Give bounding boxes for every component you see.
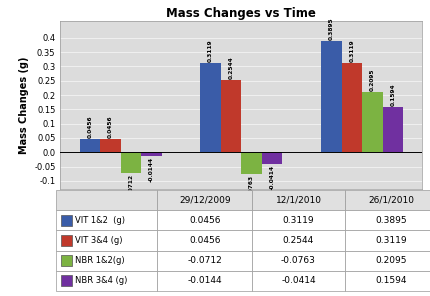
Bar [157,271,252,291]
Text: 0.1594: 0.1594 [375,276,406,285]
Text: -0.0414: -0.0414 [269,165,274,190]
Bar [157,230,252,250]
Bar [320,41,341,152]
Text: 0.2095: 0.2095 [369,69,374,91]
Text: 0.2095: 0.2095 [375,256,406,265]
Bar [344,271,430,291]
Bar [120,152,141,173]
Bar [344,210,430,230]
Text: 0.3119: 0.3119 [282,216,313,225]
Bar [241,152,261,174]
Text: 0.0456: 0.0456 [188,236,220,245]
Text: 29/12/2009: 29/12/2009 [178,195,230,205]
Text: 0.2544: 0.2544 [282,236,313,245]
Text: -0.0414: -0.0414 [280,276,315,285]
Text: 0.2544: 0.2544 [228,56,233,79]
Bar [61,215,72,226]
Text: 0.3119: 0.3119 [348,40,353,62]
Bar [56,250,157,271]
Bar [252,250,344,271]
Bar [56,230,157,250]
Bar [252,271,344,291]
Text: 0.3895: 0.3895 [375,216,406,225]
Bar [344,250,430,271]
Bar [61,235,72,246]
Text: 0.1594: 0.1594 [390,83,394,106]
Bar [344,190,430,210]
Bar [341,63,361,152]
Text: -0.0763: -0.0763 [280,256,315,265]
Bar [252,210,344,230]
Text: 0.3895: 0.3895 [328,17,333,40]
Bar [157,210,252,230]
Bar [157,250,252,271]
Bar [361,92,382,152]
Text: 0.0456: 0.0456 [108,116,113,138]
Bar [100,139,120,152]
Text: NBR 1&2(g): NBR 1&2(g) [75,256,125,265]
Bar [382,107,402,152]
Bar [200,63,220,152]
Bar [220,80,241,152]
Text: 0.3119: 0.3119 [375,236,406,245]
Bar [61,276,72,287]
Text: -0.0712: -0.0712 [128,173,133,199]
Text: -0.0144: -0.0144 [187,276,221,285]
Y-axis label: Mass Changes (g): Mass Changes (g) [18,56,28,154]
Text: 0.0456: 0.0456 [87,116,92,138]
Bar [157,190,252,210]
Text: 12/1/2010: 12/1/2010 [275,195,321,205]
Text: VIT 1&2  (g): VIT 1&2 (g) [75,216,125,225]
Text: -0.0763: -0.0763 [249,175,254,200]
Text: 0.0456: 0.0456 [188,216,220,225]
Text: NBR 3&4 (g): NBR 3&4 (g) [75,276,128,285]
Bar [56,190,157,210]
Bar [252,190,344,210]
Bar [80,139,100,152]
Text: 26/1/2010: 26/1/2010 [367,195,413,205]
Bar [141,152,161,156]
Bar [56,210,157,230]
Bar [252,230,344,250]
Text: -0.0712: -0.0712 [187,256,221,265]
Bar [261,152,282,164]
Title: Mass Changes vs Time: Mass Changes vs Time [166,7,316,20]
Text: 0.3119: 0.3119 [208,40,212,62]
Bar [61,255,72,266]
Bar [344,230,430,250]
Text: -0.0144: -0.0144 [149,157,154,182]
Text: VIT 3&4 (g): VIT 3&4 (g) [75,236,123,245]
Bar [56,271,157,291]
